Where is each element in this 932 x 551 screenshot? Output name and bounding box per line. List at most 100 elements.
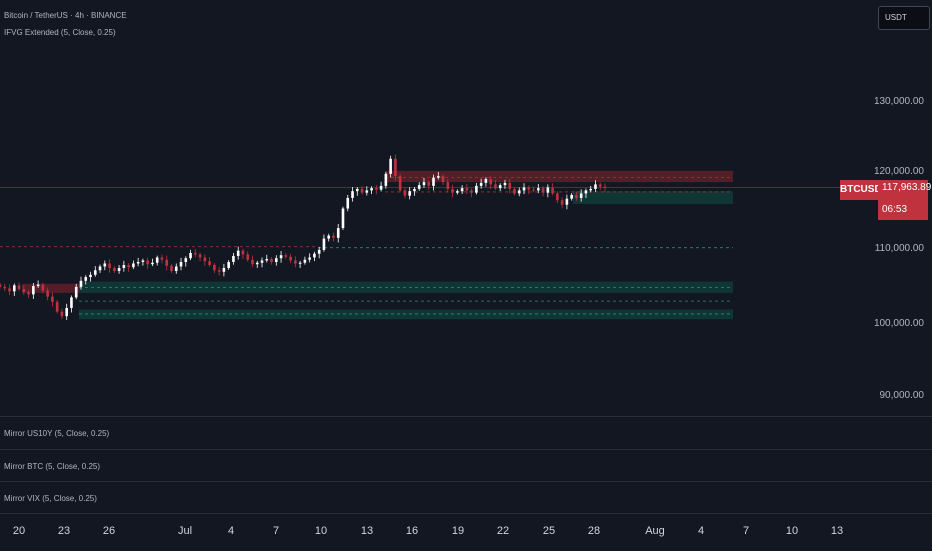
candle-body (32, 286, 35, 295)
candle-body (65, 307, 68, 317)
candle-body (232, 255, 235, 262)
candle-body (565, 198, 569, 205)
time-tick: 20 (12, 525, 26, 537)
candle-body (303, 259, 307, 263)
time-tick: 25 (542, 525, 556, 537)
candle-body (36, 284, 40, 287)
candle-body (365, 190, 369, 193)
candle-body (89, 274, 92, 278)
currency-selector[interactable]: USDT (878, 6, 930, 30)
candle-body (27, 292, 30, 295)
candle-body (384, 173, 388, 186)
time-tick: 16 (405, 525, 419, 537)
price-tick: 120,000.00 (873, 166, 924, 177)
time-tick: 19 (451, 525, 465, 537)
pane-mirror-vix[interactable]: Mirror VIX (5, Close, 0.25) (0, 481, 932, 514)
time-tick: 4 (697, 525, 705, 537)
candle-body (556, 193, 559, 201)
time-tick: Aug (645, 525, 665, 537)
candle-body (370, 188, 373, 191)
candle-body (184, 258, 188, 262)
candle-body (270, 258, 273, 262)
candle-body (17, 285, 21, 290)
candle-body (560, 200, 564, 205)
bull-fvg-zone (573, 191, 733, 204)
pane-mirror-btc[interactable]: Mirror BTC (5, Close, 0.25) (0, 449, 932, 482)
candle-body (327, 235, 331, 239)
candle-body (332, 235, 335, 238)
price-chart[interactable]: Bitcoin / TetherUS · 4h · BINANCE IFVG E… (0, 0, 868, 415)
candle-body (475, 185, 478, 193)
candle-body (351, 191, 354, 198)
candle-body (298, 262, 302, 264)
candle-body (51, 296, 54, 302)
candle-body (503, 182, 507, 186)
candle-body (441, 176, 445, 183)
candle-body (294, 260, 297, 264)
candle-body (74, 286, 78, 298)
price-tick: 90,000.00 (879, 390, 925, 401)
candle-body (436, 176, 440, 178)
candle-body (313, 253, 316, 258)
pane-label: Mirror BTC (5, Close, 0.25) (4, 462, 101, 471)
candle-body (508, 182, 512, 189)
candle-body (55, 301, 59, 312)
candle-body (132, 263, 135, 268)
candle-body (41, 284, 45, 291)
candle-body (336, 228, 340, 238)
candle-body (375, 188, 378, 190)
candle-body (322, 238, 326, 250)
candle-body (527, 187, 531, 190)
candle-body (251, 259, 254, 265)
time-tick: 26 (102, 525, 116, 537)
candle-body (584, 190, 588, 194)
time-axis[interactable]: 20 23 26 Jul 4 7 10 13 16 19 22 25 28 Au… (0, 513, 932, 551)
candle-body (379, 185, 383, 190)
pane-mirror-us10y[interactable]: Mirror US10Y (5, Close, 0.25) (0, 416, 932, 449)
time-tick: 4 (227, 525, 235, 537)
price-axis[interactable]: 130,000.00 120,000.00 110,000.00 100,000… (868, 0, 932, 520)
candle-body (103, 263, 107, 267)
time-tick: 10 (785, 525, 799, 537)
candle-body (98, 266, 102, 271)
candle-body (432, 177, 435, 186)
candle-body (155, 257, 159, 263)
candle-body (479, 182, 483, 186)
candle-body (517, 190, 521, 194)
candle-body (532, 189, 535, 191)
candle-body (494, 184, 497, 189)
time-tick: 22 (496, 525, 510, 537)
candle-body (265, 258, 269, 261)
price-tick: 130,000.00 (873, 96, 924, 107)
symbol-price-tag: BTCUSDT (840, 180, 888, 200)
candle-body (217, 270, 221, 272)
candle-body (117, 268, 121, 272)
candle-body (274, 258, 278, 262)
time-tick: 13 (360, 525, 374, 537)
candle-body (589, 188, 593, 191)
candle-body (551, 187, 554, 194)
candle-body (8, 288, 11, 292)
bar-countdown: 06:53 (882, 204, 908, 215)
candle-body (546, 187, 550, 193)
candle-body (108, 263, 111, 269)
candle-body (570, 194, 573, 199)
candle-body (470, 190, 473, 193)
candle-body (413, 188, 416, 192)
candle-body (0, 284, 2, 287)
chart-canvas[interactable] (0, 0, 868, 415)
candle-body (417, 185, 421, 189)
candle-body (46, 290, 49, 297)
candle-body (408, 191, 411, 196)
candle-body (79, 280, 83, 287)
candle-body (456, 191, 459, 193)
candle-body (341, 208, 345, 229)
bear-fvg-zone (22, 283, 79, 293)
candle-body (113, 268, 116, 272)
price-tick: 110,000.00 (874, 243, 924, 254)
candle-body (489, 179, 492, 185)
time-tick: 23 (57, 525, 71, 537)
candle-body (398, 176, 402, 191)
candle-body (389, 158, 392, 174)
candle-body (170, 265, 173, 272)
